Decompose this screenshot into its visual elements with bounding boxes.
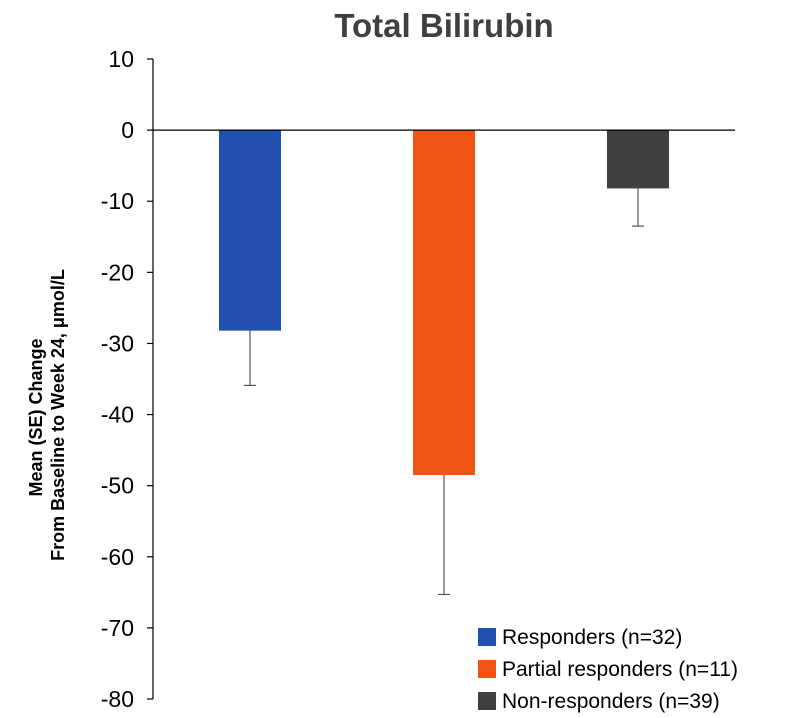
y-axis-label: Mean (SE) Change From Baseline to Week 2… (26, 269, 68, 561)
y-tick-label: 0 (121, 117, 134, 143)
y-tick-label: -30 (101, 330, 134, 356)
y-tick-label: -20 (101, 259, 134, 285)
legend-swatch (478, 628, 496, 646)
y-tick-label: -50 (101, 473, 134, 499)
y-axis-label-line-1: Mean (SE) Change (26, 338, 46, 496)
y-tick-label: -10 (101, 188, 134, 214)
bar (606, 130, 670, 189)
legend: Responders (n=32) Partial responders (n=1… (478, 626, 738, 713)
y-axis: 10 0 -10 -20 -30 -40 -50 -60 -70 -80 (101, 46, 154, 712)
bar (218, 130, 282, 331)
y-tick-label: -80 (101, 686, 134, 712)
legend-swatch (478, 692, 496, 710)
chart-title: Total Bilirubin (334, 7, 553, 44)
legend-label: Responders (n=32) (502, 626, 682, 649)
y-tick-label: -70 (101, 615, 134, 641)
bars (218, 130, 670, 596)
legend-label: Non-responders (n=39) (502, 690, 720, 713)
y-axis-label-line-2: From Baseline to Week 24, μmol/L (48, 269, 68, 561)
legend-swatch (478, 660, 496, 678)
legend-label: Partial responders (n=11) (502, 658, 738, 681)
y-tick-label: 10 (108, 46, 134, 72)
bar (412, 130, 476, 475)
y-tick-label: -40 (101, 402, 134, 428)
y-tick-label: -60 (101, 544, 134, 570)
